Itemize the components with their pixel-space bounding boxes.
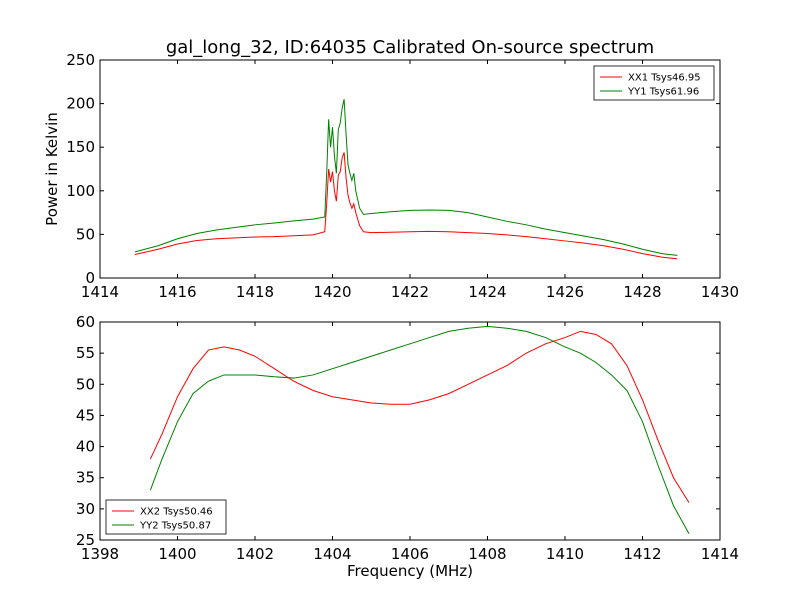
x-tick-label: 1424 bbox=[468, 283, 506, 301]
legend-entry: XX1 Tsys46.95 bbox=[628, 73, 701, 84]
x-tick-label: 1428 bbox=[623, 283, 661, 301]
x-tick-label: 1414 bbox=[81, 283, 119, 301]
y-tick-label: 50 bbox=[76, 225, 95, 243]
y-tick-label: 100 bbox=[66, 182, 95, 200]
series-line-2 bbox=[134, 99, 678, 256]
series-line-1 bbox=[134, 152, 678, 260]
x-tick-label: 1406 bbox=[391, 545, 429, 563]
legend: XX1 Tsys46.95 YY1 Tsys61.96 bbox=[593, 65, 715, 101]
legend-entry: XX2 Tsys50.46 bbox=[140, 507, 213, 518]
legend: XX2 Tsys50.46 YY2 Tsys50.87 bbox=[105, 499, 227, 535]
y-tick-label: 50 bbox=[76, 375, 95, 393]
legend-entry: YY1 Tsys61.96 bbox=[627, 87, 699, 98]
x-tick-label: 1404 bbox=[313, 545, 351, 563]
x-tick-label: 1416 bbox=[158, 283, 196, 301]
legend-box bbox=[105, 499, 227, 535]
y-tick-label: 150 bbox=[66, 138, 95, 156]
y-tick-label: 45 bbox=[76, 406, 95, 424]
x-tick-label: 1410 bbox=[546, 545, 584, 563]
x-tick-label: 1408 bbox=[468, 545, 506, 563]
x-tick-label: 1414 bbox=[701, 545, 739, 563]
series-line-2 bbox=[149, 325, 690, 535]
x-tick-label: 1412 bbox=[623, 545, 661, 563]
x-tick-label: 1420 bbox=[313, 283, 351, 301]
y-tick-label: 40 bbox=[76, 438, 95, 456]
y-tick-label: 35 bbox=[76, 469, 95, 487]
x-tick-label: 1426 bbox=[546, 283, 584, 301]
y-axis-label: Power in Kelvin bbox=[43, 112, 61, 226]
y-tick-label: 0 bbox=[85, 269, 95, 287]
top-spectrum-plot: 1414 1416 1418 1420 1422 1424 1426 1428 1430 0 50 1… bbox=[43, 51, 739, 301]
x-tick-label: 1430 bbox=[701, 283, 739, 301]
legend-box bbox=[593, 65, 715, 101]
x-tick-label: 1402 bbox=[236, 545, 274, 563]
x-tick-label: 1400 bbox=[158, 545, 196, 563]
legend-entry: YY2 Tsys50.87 bbox=[139, 521, 211, 532]
x-tick-label: 1418 bbox=[236, 283, 274, 301]
x-tick-label: 1422 bbox=[391, 283, 429, 301]
x-tick-label: 1398 bbox=[81, 545, 119, 563]
y-tick-label: 55 bbox=[76, 344, 95, 362]
bottom-spectrum-plot: 1398 1400 1402 1404 1406 1408 1410 1412 1414 25 30… bbox=[76, 313, 739, 580]
y-tick-label: 250 bbox=[66, 51, 95, 69]
chart-title: gal_long_32, ID:64035 Calibrated On-sour… bbox=[166, 37, 654, 58]
y-tick-label: 25 bbox=[76, 531, 95, 549]
y-tick-label: 60 bbox=[76, 313, 95, 331]
y-tick-label: 30 bbox=[76, 500, 95, 518]
x-axis-label: Frequency (MHz) bbox=[347, 562, 473, 580]
series-line-1 bbox=[149, 330, 690, 503]
y-tick-label: 200 bbox=[66, 95, 95, 113]
